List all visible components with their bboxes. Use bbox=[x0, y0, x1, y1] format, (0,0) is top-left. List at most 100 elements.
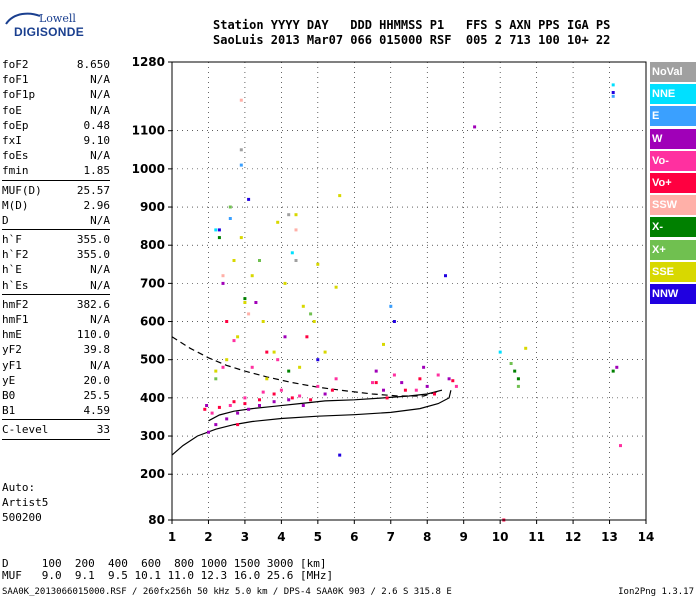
echo-point-w bbox=[382, 388, 385, 392]
echo-point-vo+ bbox=[403, 388, 407, 392]
echo-point-sse bbox=[232, 259, 236, 262]
y-tick-label: 1000 bbox=[132, 162, 165, 176]
muf-table: D 100 200 400 600 800 1000 1500 3000 [km… bbox=[2, 558, 333, 582]
echo-point-w bbox=[374, 369, 378, 373]
param-value: 20.0 bbox=[83, 373, 111, 387]
station-header: Station YYYY DAY DDD HHMMSS P1 FFS S AXN… bbox=[213, 18, 610, 48]
legend-item: X+ bbox=[650, 239, 696, 260]
legend-item: E bbox=[650, 106, 696, 127]
echo-point-ssw bbox=[247, 312, 251, 316]
param-row: foF1 N/A bbox=[2, 72, 110, 87]
param-name: foF2 bbox=[2, 58, 29, 71]
echo-point-vo- bbox=[210, 411, 214, 415]
echo-point-x+ bbox=[509, 362, 513, 365]
echo-point-ssw bbox=[239, 98, 243, 102]
param-row: B1 4.59 bbox=[2, 403, 110, 418]
echo-point-nnw bbox=[392, 320, 396, 323]
y-tick-label: 80 bbox=[148, 513, 165, 527]
echo-point-sse bbox=[250, 274, 254, 278]
y-tick-label: 500 bbox=[140, 353, 165, 367]
auto-code: 500200 bbox=[2, 511, 42, 524]
param-name: h`E bbox=[2, 263, 22, 277]
param-separator bbox=[2, 229, 110, 231]
logo-digisonde: DIGISONDE bbox=[14, 25, 85, 39]
echo-point-w bbox=[214, 423, 218, 427]
echo-point-vo- bbox=[371, 381, 374, 385]
param-value: 355.0 bbox=[76, 233, 110, 247]
legend-item: NNW bbox=[650, 283, 696, 304]
echo-point-sse bbox=[214, 369, 218, 373]
param-row: D N/A bbox=[2, 213, 110, 228]
header-line-1: Station YYYY DAY DDD HHMMSS P1 FFS S AXN… bbox=[213, 18, 611, 32]
param-value: 9.10 bbox=[83, 133, 111, 147]
echo-point-vo+ bbox=[232, 400, 236, 404]
x-tick-labels: 1 2 3 4 5 6 7 8 9 10 11 12 13 14 bbox=[168, 520, 654, 544]
y-tick-label: 700 bbox=[140, 276, 165, 290]
param-value: 39.8 bbox=[83, 343, 111, 357]
legend-item: SSE bbox=[650, 261, 696, 282]
echo-point-nne bbox=[214, 228, 218, 232]
echo-point-sse bbox=[316, 262, 320, 266]
auto-program: Artist5 bbox=[2, 496, 49, 509]
param-group-3: h`F 355.0 h`F2 355.0 h`E N/A h`Es N/A bbox=[2, 232, 110, 293]
param-value: N/A bbox=[90, 358, 110, 372]
echo-point-vo+ bbox=[225, 320, 229, 323]
echo-point-x+ bbox=[258, 259, 261, 262]
echo-point-w bbox=[254, 301, 258, 304]
param-name: yF2 bbox=[2, 343, 22, 357]
echo-point-vo+ bbox=[374, 381, 378, 385]
lowell-digisonde-logo: Lowell DIGISONDE bbox=[2, 6, 92, 40]
param-name: D bbox=[2, 213, 9, 227]
param-row: foE N/A bbox=[2, 103, 110, 118]
echo-point-e bbox=[239, 163, 243, 167]
x-tick-label: 13 bbox=[601, 530, 618, 544]
echo-point-nne bbox=[498, 350, 502, 354]
echo-point-vo+ bbox=[203, 407, 207, 411]
echo-point-nnw bbox=[316, 358, 320, 362]
param-row: h`Es N/A bbox=[2, 278, 110, 293]
legend-item: SSW bbox=[650, 195, 696, 216]
echo-point-vo+ bbox=[243, 402, 247, 406]
param-group-2: MUF(D) 25.57 M(D) 2.96 D N/A bbox=[2, 183, 110, 229]
echo-point-w bbox=[473, 125, 477, 129]
param-value: N/A bbox=[90, 103, 110, 117]
echo-point-e bbox=[228, 217, 232, 220]
param-row: hmF2 382.6 bbox=[2, 297, 110, 312]
echo-point-sse bbox=[276, 220, 280, 224]
echo-point-w bbox=[221, 281, 225, 285]
param-name: h`F2 bbox=[2, 248, 29, 262]
scaled-parameters-panel: foF2 8.650 foF1 N/A foF1p N/A foE N/A foEp 0.48 fx… bbox=[2, 57, 110, 442]
polarization-legend: NoVal NNE E W Vo- Vo+ SSW X- X+ SSE NNW bbox=[650, 62, 696, 306]
curve-profile-low bbox=[171, 390, 452, 456]
param-name: foEs bbox=[2, 149, 29, 163]
echo-point-vo- bbox=[414, 388, 418, 392]
param-row: fxI 9.10 bbox=[2, 133, 110, 148]
echo-point-sse bbox=[294, 213, 298, 217]
x-tick-label: 11 bbox=[528, 530, 545, 544]
echo-point-sse bbox=[312, 320, 316, 323]
echo-point-w bbox=[301, 404, 305, 407]
echo-point-vo+ bbox=[451, 379, 455, 383]
echo-point-vo- bbox=[221, 365, 225, 369]
param-row: B0 25.5 bbox=[2, 388, 110, 403]
echo-point-x+ bbox=[309, 312, 313, 316]
echo-point-vo- bbox=[454, 384, 458, 388]
echo-point-nnw bbox=[444, 274, 447, 278]
software-version: Ion2Png 1.3.17 bbox=[618, 587, 694, 597]
echo-point-w bbox=[447, 377, 451, 381]
param-value: N/A bbox=[90, 213, 110, 227]
x-tick-label: 7 bbox=[387, 530, 395, 544]
echo-point-sse bbox=[298, 365, 302, 369]
param-name: foE bbox=[2, 103, 22, 117]
echo-point-sse bbox=[225, 358, 229, 362]
param-name: M(D) bbox=[2, 198, 29, 212]
auto-label: Auto: bbox=[2, 481, 36, 494]
y-tick-label: 200 bbox=[140, 467, 165, 481]
echo-point-w bbox=[287, 398, 291, 402]
legend-item: X- bbox=[650, 217, 696, 238]
chart-grid bbox=[172, 62, 646, 520]
echo-point-w bbox=[425, 384, 429, 388]
param-name: B1 bbox=[2, 404, 16, 418]
echo-point-vo- bbox=[436, 373, 440, 377]
